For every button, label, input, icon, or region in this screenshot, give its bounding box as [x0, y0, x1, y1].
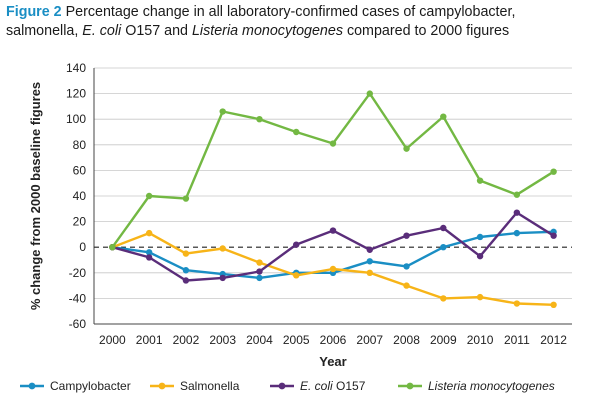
data-point: [145, 229, 153, 237]
data-point: [440, 224, 447, 232]
data-point: [366, 269, 373, 276]
legend-label: Campylobacter: [50, 379, 131, 393]
y-axis-title: % change from 2000 baseline figures: [28, 82, 43, 310]
y-tick-label: 140: [66, 61, 86, 75]
series-group: [109, 90, 557, 308]
data-point: [366, 90, 373, 97]
data-point: [366, 246, 373, 253]
legend: Campylobacter Salmonella E. coli O157 Liste…: [20, 379, 555, 393]
data-point: [440, 244, 447, 251]
legend-label: Salmonella: [180, 379, 240, 393]
data-point: [513, 209, 521, 216]
data-point: [219, 245, 226, 252]
caption-ecoli: E. coli: [82, 23, 122, 39]
legend-label: Listeria monocytogenes: [428, 379, 555, 393]
legend-swatch-marker: [278, 382, 286, 390]
caption-listeria: Listeria monocytogenes: [191, 23, 343, 39]
data-point: [403, 145, 410, 152]
caption-text-1: Percentage change in all laboratory-conf…: [6, 4, 516, 39]
x-tick-label: 2003: [209, 333, 236, 347]
data-point: [145, 192, 153, 200]
data-point: [366, 258, 373, 265]
data-point: [182, 267, 190, 274]
y-tick-label: -40: [69, 291, 87, 305]
data-point: [476, 177, 484, 184]
data-point: [403, 282, 410, 289]
y-tick-label: 60: [73, 163, 87, 177]
legend-swatch-marker: [28, 382, 36, 390]
y-tick-label: 120: [66, 87, 86, 101]
y-tick-label: 100: [66, 112, 86, 126]
data-point: [329, 265, 337, 273]
legend-label-name: Salmonella: [180, 379, 240, 393]
x-tick-label: 2011: [504, 333, 530, 347]
figure-label: Figure 2: [6, 4, 62, 20]
data-point: [440, 295, 447, 302]
data-point: [403, 263, 410, 270]
x-tick-labels: 2000 2001 2002 2003 2004 2005 2006 2007 2008 2009…: [99, 333, 567, 347]
x-tick-label: 2006: [320, 333, 347, 347]
figure-caption: Figure 2 Percentage change in all labora…: [6, 3, 591, 41]
x-tick-label: 2012: [540, 333, 567, 347]
data-point: [145, 249, 153, 256]
x-axis-title: Year: [319, 354, 346, 369]
legend-swatch-marker: [406, 382, 414, 390]
data-point: [109, 244, 116, 251]
data-point: [293, 128, 300, 136]
data-point: [476, 293, 484, 301]
y-tick-label: -20: [69, 266, 87, 280]
data-point: [256, 268, 263, 275]
y-tick-label: 40: [73, 189, 87, 203]
legend-label-italic: E. coli: [300, 379, 333, 393]
x-tick-label: 2004: [246, 333, 273, 347]
x-tick-label: 2009: [430, 333, 457, 347]
data-point: [329, 227, 337, 234]
data-point: [550, 232, 557, 239]
x-tick-label: 2010: [467, 333, 494, 347]
data-point: [403, 232, 410, 239]
data-point: [256, 259, 263, 266]
data-point: [513, 191, 521, 198]
legend-swatch-marker: [158, 382, 166, 390]
legend-label-italic: Listeria monocytogenes: [428, 379, 555, 393]
data-point: [256, 274, 263, 282]
data-point: [513, 300, 521, 307]
data-point: [182, 195, 190, 202]
data-point: [329, 140, 337, 147]
data-point: [182, 277, 190, 284]
data-point: [219, 108, 226, 115]
caption-text-3: compared to 2000 figures: [342, 23, 510, 39]
x-tick-label: 2001: [136, 333, 163, 347]
data-point: [293, 241, 300, 248]
x-tick-label: 2002: [173, 333, 200, 347]
y-tick-labels: -60 -40 -20 0 20 40 60 80 100 120 140: [66, 61, 86, 331]
data-point: [256, 116, 263, 123]
data-point: [145, 254, 153, 261]
data-point: [219, 274, 226, 282]
data-point: [476, 233, 484, 241]
x-tick-label: 2007: [356, 333, 383, 347]
legend-label: E. coli O157: [300, 379, 366, 393]
data-point: [293, 272, 300, 279]
data-point: [513, 229, 521, 237]
y-tick-label: 80: [73, 138, 87, 152]
y-tick-label: -60: [69, 317, 87, 331]
data-point: [440, 113, 447, 120]
legend-label-name: Campylobacter: [50, 379, 131, 393]
x-tick-label: 2008: [393, 333, 420, 347]
data-point: [550, 168, 557, 175]
caption-text-2: O157 and: [121, 23, 192, 39]
x-tick-label: 2000: [99, 333, 126, 347]
y-tick-label: 0: [79, 240, 86, 254]
data-point: [550, 301, 557, 308]
data-point: [476, 252, 484, 260]
y-tick-label: 20: [73, 215, 87, 229]
legend-label-suffix: O157: [333, 379, 366, 393]
data-point: [182, 250, 190, 257]
x-tick-label: 2005: [283, 333, 310, 347]
